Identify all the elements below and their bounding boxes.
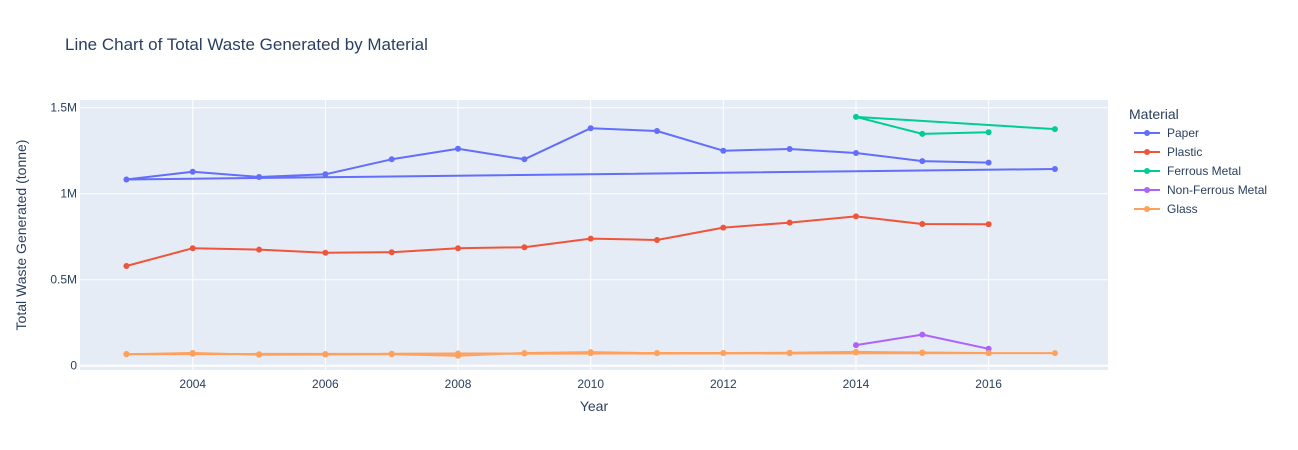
data-point[interactable] <box>1051 166 1058 172</box>
data-point[interactable] <box>985 221 992 228</box>
data-point[interactable] <box>985 129 992 136</box>
data-point[interactable] <box>1051 126 1058 133</box>
data-point[interactable] <box>654 237 660 243</box>
y-tick-label: 1M <box>60 187 77 201</box>
data-point[interactable] <box>256 174 263 180</box>
legend-label: Glass <box>1167 202 1198 216</box>
legend-label: Paper <box>1167 126 1199 140</box>
data-point[interactable] <box>853 213 859 220</box>
legend-swatch-marker <box>1144 206 1150 212</box>
data-point[interactable] <box>919 158 926 165</box>
x-tick-label: 2006 <box>312 377 339 391</box>
data-point[interactable] <box>388 156 395 163</box>
data-point[interactable] <box>521 350 528 357</box>
data-point[interactable] <box>853 348 859 355</box>
data-point[interactable] <box>455 145 461 152</box>
data-point[interactable] <box>919 130 926 137</box>
legend-swatch-marker <box>1144 149 1150 155</box>
legend-label: Plastic <box>1167 145 1202 159</box>
data-point[interactable] <box>322 351 329 357</box>
data-point[interactable] <box>720 224 727 231</box>
data-point[interactable] <box>853 150 859 156</box>
data-point[interactable] <box>720 147 727 154</box>
data-point[interactable] <box>587 350 594 357</box>
data-point[interactable] <box>322 171 329 178</box>
legend-label: Non-Ferrous Metal <box>1167 183 1267 197</box>
x-tick-label: 2016 <box>975 377 1002 391</box>
series-line <box>855 115 1055 135</box>
data-point[interactable] <box>256 351 263 358</box>
data-point[interactable] <box>521 156 528 163</box>
series-plastic <box>123 213 992 269</box>
data-point[interactable] <box>256 246 263 253</box>
legend-swatch-marker <box>1144 187 1150 193</box>
legend-label: Ferrous Metal <box>1167 164 1241 178</box>
x-tick-label: 2014 <box>843 377 870 391</box>
data-point[interactable] <box>985 345 992 352</box>
legend-item[interactable]: Ferrous Metal <box>1134 164 1241 178</box>
series-glass <box>123 348 1058 359</box>
legend-item[interactable]: Paper <box>1134 126 1199 140</box>
data-point[interactable] <box>521 244 528 251</box>
y-tick-label: 0.5M <box>50 273 77 287</box>
data-point[interactable] <box>123 351 130 357</box>
legend-swatch-marker <box>1144 130 1150 136</box>
data-point[interactable] <box>388 249 395 256</box>
data-point[interactable] <box>189 350 196 357</box>
data-point[interactable] <box>189 168 196 175</box>
data-point[interactable] <box>455 245 461 252</box>
data-point[interactable] <box>587 125 594 132</box>
grid <box>80 100 1108 370</box>
series-paper <box>123 125 1058 183</box>
data-point[interactable] <box>919 331 926 338</box>
data-point[interactable] <box>919 221 926 227</box>
chart-title: Line Chart of Total Waste Generated by M… <box>65 35 428 54</box>
data-point[interactable] <box>1051 350 1058 357</box>
data-point[interactable] <box>189 245 196 252</box>
y-axis-title: Total Waste Generated (tonne) <box>13 140 29 331</box>
series-line <box>126 215 989 267</box>
series-ferrous-metal <box>853 113 1058 137</box>
data-point[interactable] <box>654 350 660 356</box>
data-point[interactable] <box>853 113 859 120</box>
x-tick-label: 2004 <box>179 377 206 391</box>
data-point[interactable] <box>919 349 926 356</box>
data-point[interactable] <box>123 176 130 183</box>
data-point[interactable] <box>985 350 992 356</box>
data-point[interactable] <box>853 342 859 349</box>
data-point[interactable] <box>720 350 727 356</box>
data-point[interactable] <box>587 235 594 242</box>
axis-ticks: 2004 2006 2008 2010 2012 2014 2016 0 0.5M 1M 1.5M <box>50 101 1002 391</box>
x-axis-title: Year <box>580 398 609 414</box>
legend-item[interactable]: Non-Ferrous Metal <box>1134 183 1267 197</box>
data-point[interactable] <box>123 263 130 269</box>
plot-area <box>80 100 1108 370</box>
data-point[interactable] <box>985 159 992 166</box>
series-non-ferrous-metal <box>853 331 992 352</box>
legend-title: Material <box>1129 106 1179 122</box>
data-point[interactable] <box>654 128 660 134</box>
y-tick-label: 1.5M <box>50 101 77 115</box>
legend[interactable]: Material Paper Plastic Ferrous Metal Non-Fe… <box>1129 106 1267 216</box>
x-tick-label: 2008 <box>445 377 472 391</box>
legend-item[interactable]: Glass <box>1134 202 1198 216</box>
y-tick-label: 0 <box>70 359 77 373</box>
x-tick-label: 2012 <box>710 377 737 391</box>
series-layer <box>123 113 1058 359</box>
x-tick-label: 2010 <box>577 377 604 391</box>
legend-swatch-marker <box>1144 168 1150 174</box>
data-point[interactable] <box>322 249 329 256</box>
data-point[interactable] <box>388 350 395 357</box>
data-point[interactable] <box>786 146 793 152</box>
data-point[interactable] <box>786 219 793 226</box>
data-point[interactable] <box>786 349 793 356</box>
legend-item[interactable]: Plastic <box>1134 145 1202 159</box>
data-point[interactable] <box>455 350 461 357</box>
